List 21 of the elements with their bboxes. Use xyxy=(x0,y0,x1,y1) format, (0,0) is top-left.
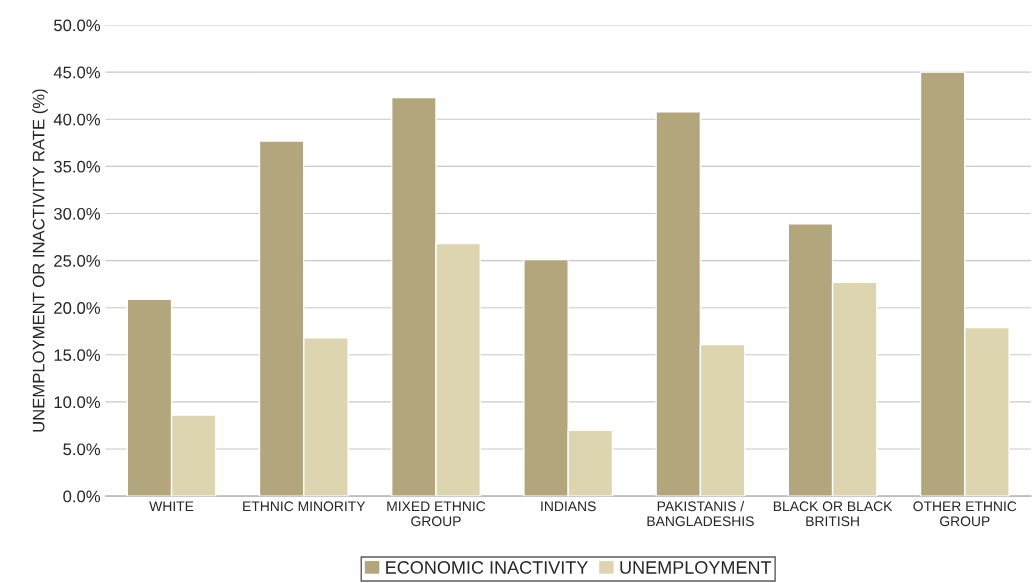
y-tick-label: 50.0% xyxy=(54,19,101,32)
legend-label: ECONOMIC INACTIVITY xyxy=(386,561,588,574)
x-tick-label: OTHER ETHNIC GROUP xyxy=(913,501,1017,527)
y-tick-label: 30.0% xyxy=(53,207,101,220)
y-tick-label: 20.0% xyxy=(54,302,101,314)
y-tick-label: 15.0% xyxy=(54,349,101,362)
y-tick-label: 40.0% xyxy=(53,113,101,126)
y-tick-label: 10.0% xyxy=(54,396,101,409)
x-tick-label: WHITE xyxy=(149,501,194,512)
y-tick-label: 5.0% xyxy=(63,443,101,456)
y-axis-title: UNEMPLOYMENT OR INACTIVITY RATE (%) xyxy=(32,89,48,432)
x-tick-label: PAKISTANIS / BANGLADESHIS xyxy=(647,500,754,527)
x-tick-label: BLACK OR BLACK BRITISH xyxy=(773,501,893,527)
x-tick-label: INDIANS xyxy=(541,501,596,512)
y-tick-label: 45.0% xyxy=(53,66,101,79)
y-tick-label: 35.0% xyxy=(53,160,101,173)
y-tick-label: 0.0% xyxy=(63,490,101,503)
y-tick-label: 25.0% xyxy=(54,255,101,267)
x-tick-label: ETHNIC MINORITY xyxy=(243,501,366,512)
x-tick-label: MIXED ETHNIC GROUP xyxy=(387,501,486,527)
legend-label: UNEMPLOYMENT xyxy=(620,561,772,574)
